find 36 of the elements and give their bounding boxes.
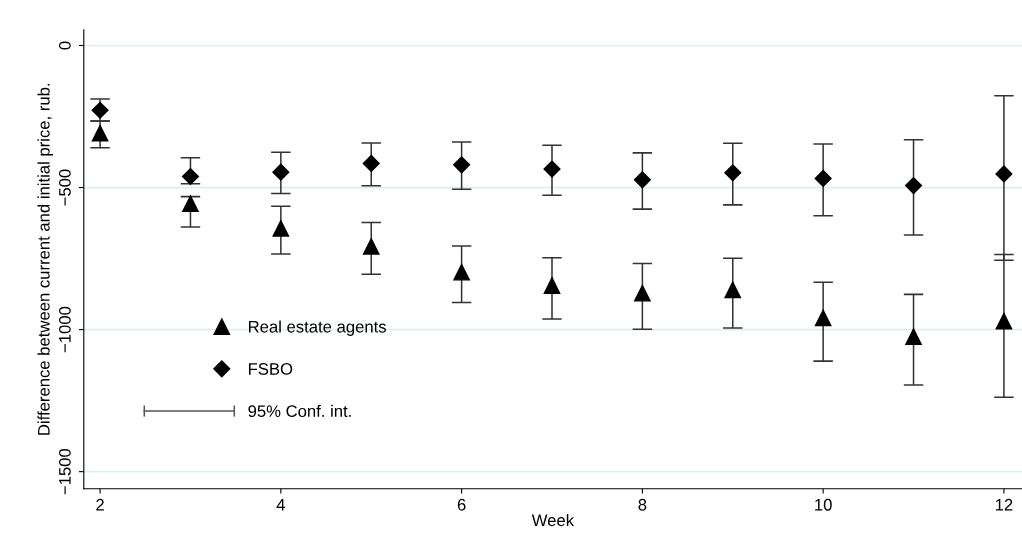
point: [91, 124, 109, 142]
point: [272, 163, 290, 181]
point: [362, 154, 380, 172]
annotation: 95% Conf. int.: [248, 404, 351, 418]
x-tick-label: 4: [276, 499, 285, 511]
point: [995, 165, 1013, 183]
y-tick-label: −1500: [58, 448, 71, 495]
y-tick-label: 0: [58, 41, 71, 50]
x-tick-label: 10: [815, 498, 832, 511]
point: [904, 177, 923, 195]
point: [814, 309, 832, 327]
point: [724, 164, 742, 182]
point: [634, 284, 651, 302]
point: [543, 277, 561, 294]
point: [633, 171, 651, 189]
legend-label: Real estate agents: [248, 320, 386, 336]
y-axis-title: Difference between current and initial price, rub.: [37, 83, 53, 435]
point: [814, 169, 832, 188]
point: [182, 195, 199, 213]
x-tick-label: 2: [96, 498, 104, 511]
point: [905, 328, 922, 346]
point: [724, 281, 742, 299]
legend-label: FSBO: [248, 363, 293, 375]
x-tick-label: 12: [995, 498, 1013, 511]
point: [453, 156, 471, 174]
point: [272, 220, 290, 237]
x-tick-label: 8: [638, 498, 647, 511]
point: [543, 160, 561, 178]
point: [453, 263, 470, 281]
point: [181, 167, 200, 186]
point: [362, 238, 380, 255]
x-axis-title: Week: [531, 513, 575, 527]
y-tick-label: −500: [58, 169, 71, 206]
x-tick-label: 6: [457, 498, 466, 511]
y-tick-label: −1000: [58, 306, 71, 353]
point: [995, 312, 1013, 330]
